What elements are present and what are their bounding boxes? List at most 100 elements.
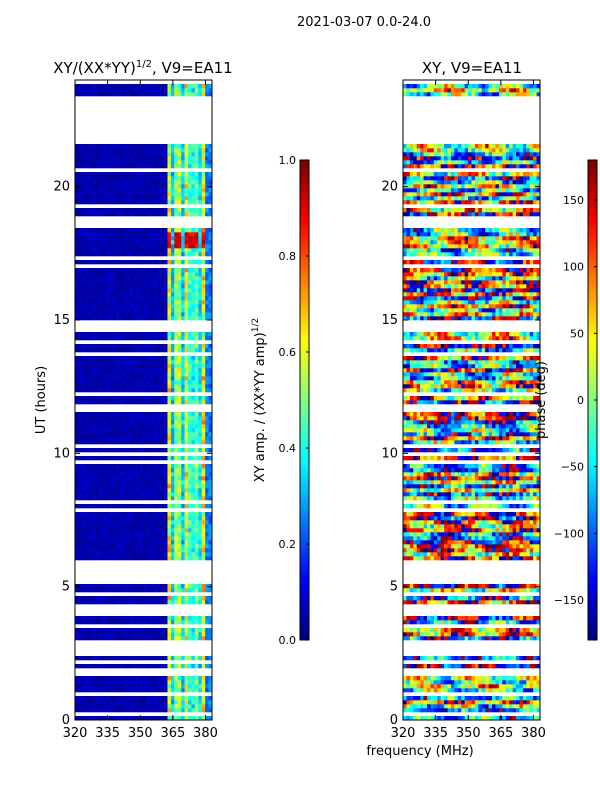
amplitude-cell [188, 360, 192, 365]
amplitude-cell [102, 684, 107, 689]
amplitude-cell [157, 400, 161, 405]
amplitude-cell [170, 88, 175, 93]
amplitude-cell [157, 312, 161, 317]
amplitude-cell [164, 388, 168, 393]
amplitude-cell [133, 180, 137, 185]
amplitude-cell [129, 172, 134, 177]
amplitude-cell [136, 176, 141, 181]
amplitude-cell [143, 552, 148, 557]
amplitude-cell [140, 684, 144, 689]
amplitude-cell [201, 476, 206, 481]
amplitude-cell [150, 488, 155, 493]
amplitude-cell [146, 380, 151, 385]
amplitude-cell [102, 476, 107, 481]
phase-cell [522, 704, 527, 709]
amplitude-cell [184, 412, 189, 417]
amplitude-cell [157, 156, 161, 161]
amplitude-cell [88, 556, 93, 561]
amplitude-cell [122, 708, 127, 713]
amplitude-cell [78, 492, 83, 497]
amplitude-cell [129, 628, 134, 633]
amplitude-cell [136, 192, 141, 197]
amplitude-cell [102, 196, 107, 201]
amplitude-cell [95, 232, 100, 237]
phase-cell [450, 632, 455, 637]
amplitude-cell [81, 516, 86, 521]
amplitude-cell [112, 236, 117, 241]
amplitude-cell [150, 284, 155, 289]
phase-cell [516, 696, 520, 701]
amplitude-cell [150, 272, 155, 277]
phase-cell [485, 688, 489, 693]
amplitude-cell [198, 84, 203, 89]
amplitude-cell [191, 360, 196, 365]
amplitude-cell [201, 188, 206, 193]
amplitude-cell [102, 176, 107, 181]
amplitude-cell [88, 464, 93, 469]
amplitude-cell [133, 480, 137, 485]
amplitude-cell [198, 424, 203, 429]
amplitude-cell [75, 520, 79, 525]
amplitude-cell [98, 348, 103, 353]
amplitude-cell [157, 524, 161, 529]
colorbar-swatch [300, 580, 309, 585]
amplitude-cell [109, 584, 113, 589]
phase-cell [478, 696, 483, 701]
amplitude-cell [164, 524, 168, 529]
amplitude-cell [208, 664, 213, 669]
amplitude-cell [177, 504, 182, 509]
amplitude-cell [95, 432, 100, 437]
amplitude-cell [157, 176, 161, 181]
colorbar-swatch [300, 360, 309, 365]
amplitude-cell [126, 596, 131, 601]
phase-cell [509, 708, 513, 713]
phase-cell [461, 636, 465, 641]
amplitude-cell [153, 428, 158, 433]
amplitude-cell [146, 356, 151, 361]
amplitude-cell [170, 632, 175, 637]
amplitude-cell [167, 400, 172, 405]
phase-cell [413, 696, 417, 701]
amplitude-cell [143, 276, 148, 281]
amplitude-cell [167, 464, 172, 469]
amplitude-cell [116, 228, 120, 233]
amplitude-cell [191, 704, 196, 709]
amplitude-cell [153, 536, 158, 541]
colorbar-swatch [300, 396, 309, 401]
amplitude-cell [194, 596, 199, 601]
amplitude-cell [95, 680, 100, 685]
phase-cell [416, 700, 421, 705]
amplitude-cell [205, 520, 209, 525]
amplitude-cell [160, 280, 165, 285]
phase-cell [474, 636, 479, 641]
amplitude-cell [198, 360, 203, 365]
amplitude-cell [184, 632, 189, 637]
amplitude-cell [75, 304, 79, 309]
amplitude-cell [109, 296, 113, 301]
amplitude-cell [78, 516, 83, 521]
phase-cell [471, 636, 476, 641]
amplitude-cell [201, 696, 206, 701]
amplitude-cell [133, 504, 137, 509]
amplitude-cell [112, 184, 117, 189]
amplitude-cell [201, 616, 206, 621]
amplitude-cell [201, 704, 206, 709]
amplitude-cell [181, 332, 185, 337]
amplitude-cell [126, 144, 131, 149]
amplitude-cell [184, 512, 189, 517]
amplitude-cell [188, 300, 192, 305]
amplitude-cell [129, 524, 134, 529]
phase-cell [409, 676, 414, 681]
colorbar-swatch [300, 432, 309, 437]
amplitude-cell [188, 676, 192, 681]
amplitude-cell [188, 716, 192, 721]
amplitude-cell [164, 596, 168, 601]
amplitude-cell [208, 516, 213, 521]
amplitude-cell [129, 344, 134, 349]
amplitude-cell [92, 192, 96, 197]
amplitude-cell [102, 380, 107, 385]
amplitude-cell [122, 524, 127, 529]
amplitude-cell [157, 356, 161, 361]
amplitude-cell [140, 428, 144, 433]
amplitude-cell [201, 192, 206, 197]
